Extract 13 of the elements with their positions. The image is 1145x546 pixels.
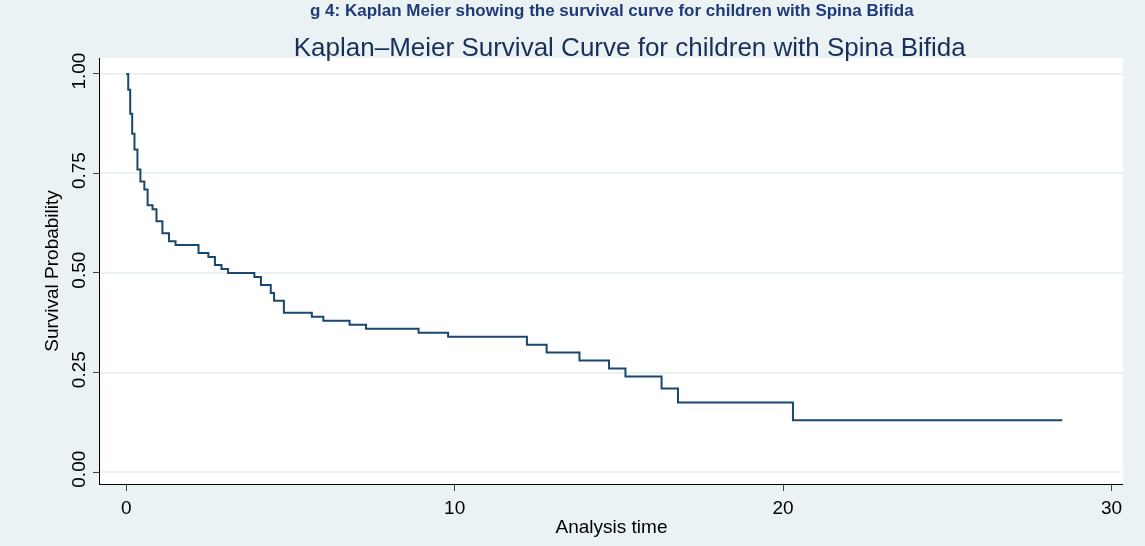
y-axis-title: Survival Probability	[41, 189, 63, 352]
chart-title: Kaplan–Meier Survival Curve for children with Spina Bifida	[293, 31, 967, 62]
x-tick-label: 20	[772, 496, 794, 518]
y-tick-label: 1.00	[68, 52, 90, 90]
x-tick-label: 0	[120, 496, 132, 518]
y-tick-label: 0.75	[68, 152, 90, 190]
y-tick-label: 0.00	[68, 450, 90, 488]
x-axis-title: Analysis time	[555, 515, 668, 537]
x-tick-label: 30	[1100, 496, 1123, 518]
y-tick-label: 0.50	[68, 251, 90, 289]
text: g 4: Kaplan Meier showing the survival curve for children with Spina Bifida	[310, 1, 915, 20]
x-tick-label: 10	[444, 496, 466, 518]
y-tick-label: 0.25	[68, 351, 90, 389]
